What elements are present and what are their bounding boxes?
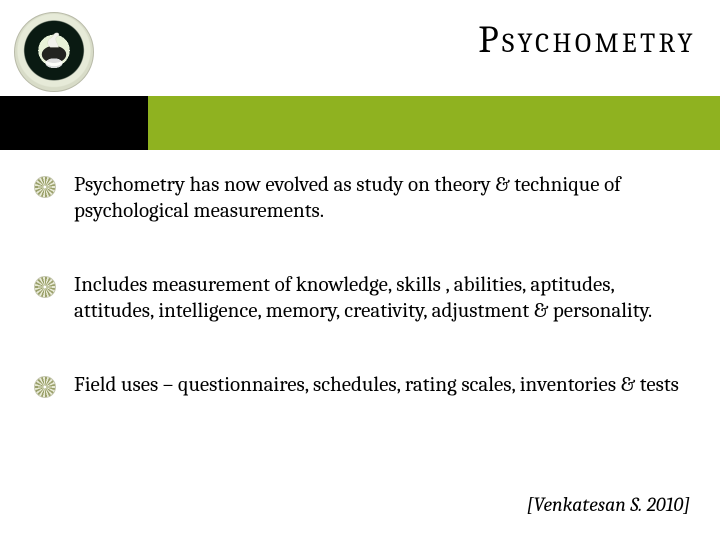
header-black-strip bbox=[0, 96, 148, 150]
citation: [Venkatesan S. 2010] bbox=[527, 493, 690, 516]
bullet-text: Field uses – questionnaires, schedules, … bbox=[74, 372, 679, 398]
bullet-icon bbox=[34, 176, 56, 198]
bullet-text: Includes measurement of knowledge, skill… bbox=[74, 272, 692, 324]
bullet-icon bbox=[34, 276, 56, 298]
institute-logo bbox=[14, 12, 94, 92]
slide: Psychometry Psychometry has now evolved … bbox=[0, 0, 720, 540]
bullet-icon bbox=[34, 376, 56, 398]
header-bar bbox=[0, 96, 720, 150]
bullet-text: Psychometry has now evolved as study on … bbox=[74, 172, 692, 224]
bullet-item: Psychometry has now evolved as study on … bbox=[34, 172, 692, 224]
bullet-item: Includes measurement of knowledge, skill… bbox=[34, 272, 692, 324]
bullet-item: Field uses – questionnaires, schedules, … bbox=[34, 372, 692, 398]
content-area: Psychometry has now evolved as study on … bbox=[34, 172, 692, 398]
swan-icon bbox=[45, 31, 63, 51]
header-green-strip bbox=[148, 96, 720, 150]
slide-title: Psychometry bbox=[478, 18, 696, 62]
